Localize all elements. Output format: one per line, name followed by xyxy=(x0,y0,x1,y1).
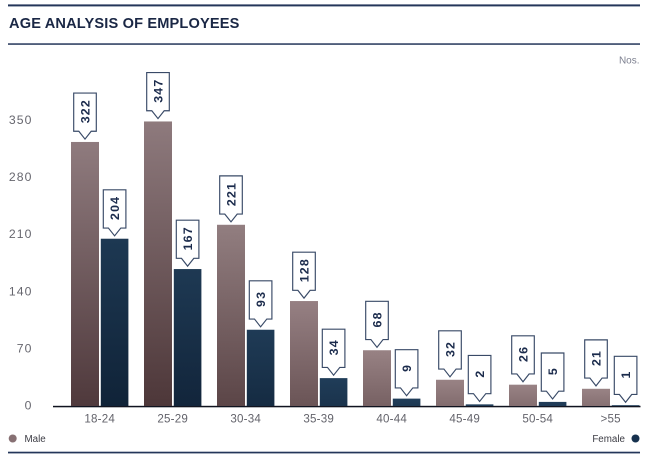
svg-text:2: 2 xyxy=(473,370,487,378)
svg-text:18-24: 18-24 xyxy=(84,412,115,425)
svg-text:26: 26 xyxy=(516,346,530,362)
svg-text:1: 1 xyxy=(619,370,633,378)
svg-text:93: 93 xyxy=(254,291,268,307)
svg-text:45-49: 45-49 xyxy=(449,412,480,425)
svg-text:204: 204 xyxy=(108,196,122,220)
svg-text:0: 0 xyxy=(25,399,33,413)
svg-text:>55: >55 xyxy=(601,412,621,425)
svg-text:Female: Female xyxy=(592,434,625,445)
svg-text:221: 221 xyxy=(224,182,238,206)
svg-text:Male: Male xyxy=(25,434,47,445)
svg-text:350: 350 xyxy=(9,113,33,127)
svg-text:40-44: 40-44 xyxy=(376,412,407,425)
svg-text:70: 70 xyxy=(17,341,33,355)
svg-text:AGE ANALYSIS OF EMPLOYEES: AGE ANALYSIS OF EMPLOYEES xyxy=(9,16,240,32)
svg-text:68: 68 xyxy=(370,311,384,327)
svg-text:Nos.: Nos. xyxy=(619,56,640,67)
svg-text:9: 9 xyxy=(400,364,414,372)
svg-text:30-34: 30-34 xyxy=(230,412,261,425)
svg-text:50-54: 50-54 xyxy=(522,412,553,425)
svg-text:34: 34 xyxy=(327,339,341,355)
svg-text:280: 280 xyxy=(9,170,33,184)
svg-text:167: 167 xyxy=(181,226,195,250)
svg-text:32: 32 xyxy=(443,341,457,357)
svg-text:210: 210 xyxy=(9,227,33,241)
svg-text:35-39: 35-39 xyxy=(303,412,334,425)
svg-text:21: 21 xyxy=(589,350,603,366)
svg-text:347: 347 xyxy=(151,79,165,103)
svg-text:140: 140 xyxy=(9,284,33,298)
svg-text:5: 5 xyxy=(546,367,560,375)
svg-text:25-29: 25-29 xyxy=(157,412,188,425)
svg-text:322: 322 xyxy=(78,99,92,123)
svg-text:128: 128 xyxy=(297,258,311,282)
